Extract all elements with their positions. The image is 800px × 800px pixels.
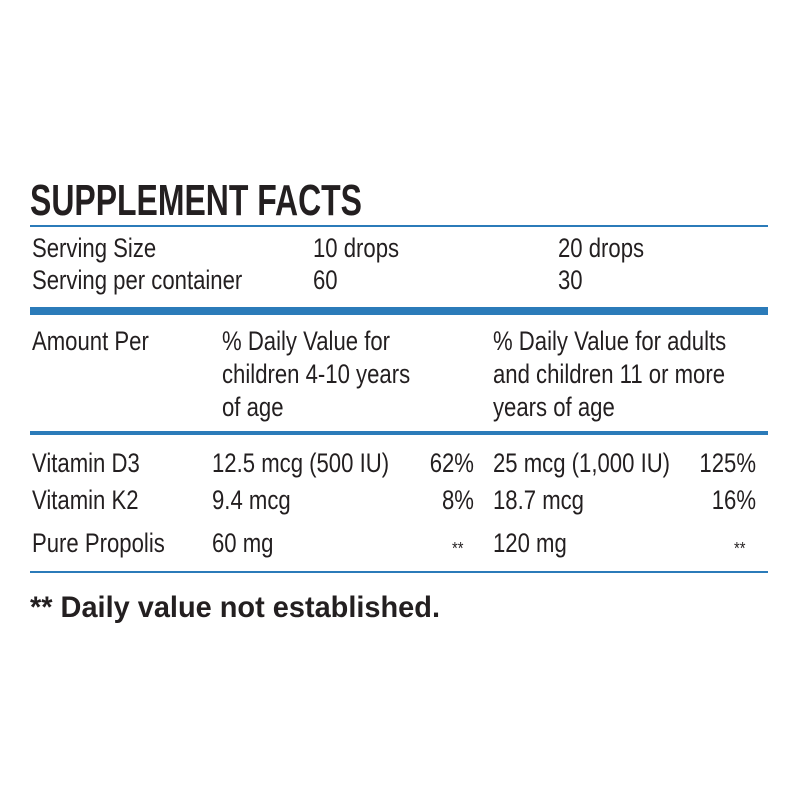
content: SUPPLEMENT FACTS Serving Size 10 drops 20 d… — [30, 176, 756, 624]
serving-label: Serving Size — [32, 234, 156, 264]
serving-value: 10 drops — [313, 234, 399, 264]
column-header: % Daily Value for adults — [493, 327, 726, 357]
amount: 60 mg — [212, 529, 273, 559]
daily-value: 16% — [712, 486, 756, 516]
column-header: children 4-10 years — [222, 360, 410, 390]
amount: 120 mg — [493, 529, 567, 559]
amount: 9.4 mcg — [212, 486, 291, 516]
column-header: years of age — [493, 393, 615, 423]
daily-value: 62% — [430, 449, 474, 479]
amount: 12.5 mcg (500 IU) — [212, 449, 389, 479]
daily-value: 125% — [699, 449, 756, 479]
serving-value: 60 — [313, 266, 338, 296]
amount: 25 mcg (1,000 IU) — [493, 449, 670, 479]
daily-value: 8% — [442, 486, 474, 516]
nutrient-name: Vitamin D3 — [32, 449, 140, 479]
column-header: % Daily Value for — [222, 327, 390, 357]
footnote: ** Daily value not established. — [30, 591, 440, 624]
serving-value: 30 — [558, 266, 583, 296]
amount: 18.7 mcg — [493, 486, 584, 516]
serving-value: 20 drops — [558, 234, 644, 264]
serving-label: Serving per container — [32, 266, 242, 296]
daily-value: ** — [734, 539, 746, 559]
nutrient-name: Vitamin K2 — [32, 486, 139, 516]
column-header: of age — [222, 393, 284, 423]
title: SUPPLEMENT FACTS — [30, 176, 362, 225]
nutrient-name: Pure Propolis — [32, 529, 165, 559]
daily-value: ** — [452, 539, 464, 559]
column-header: Amount Per — [32, 327, 149, 357]
column-header: and children 11 or more — [493, 360, 725, 390]
